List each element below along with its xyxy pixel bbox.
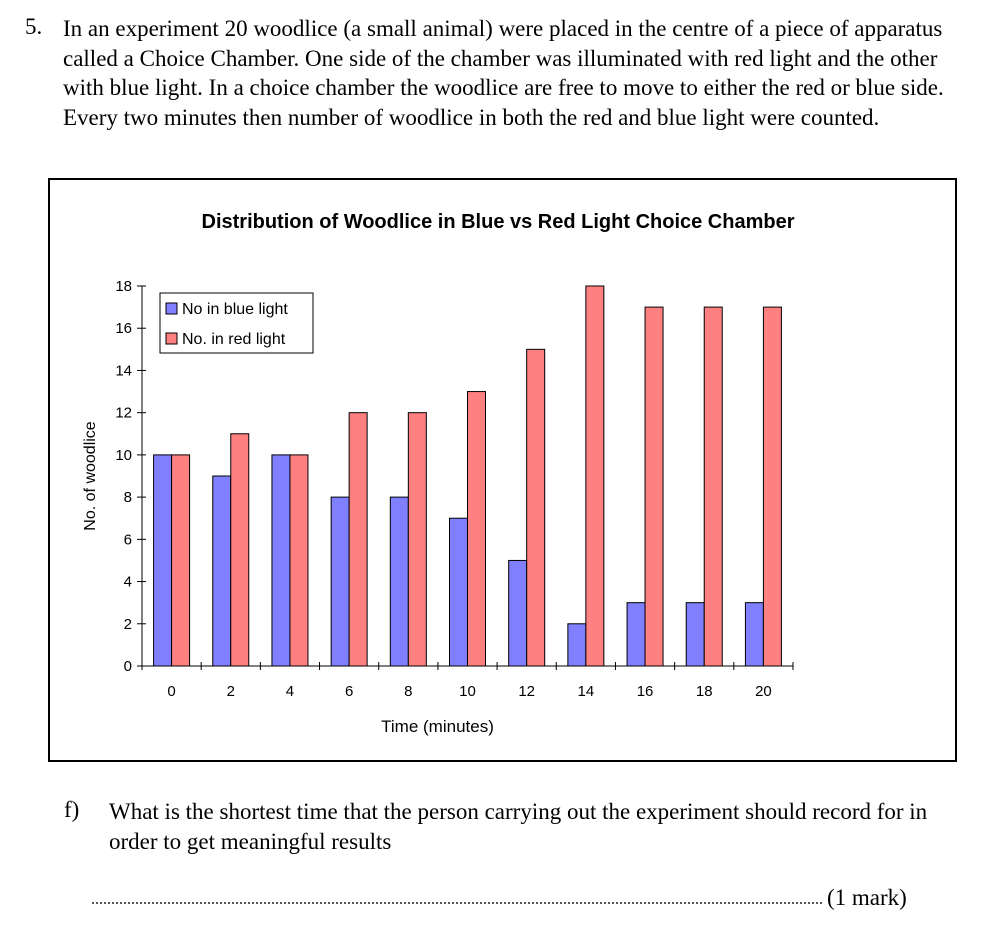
bar-red bbox=[585, 285, 605, 667]
bar-blue bbox=[153, 454, 173, 667]
y-axis-label: No. of woodlice bbox=[82, 421, 99, 530]
x-tick-label: 16 bbox=[637, 683, 654, 700]
bar-red bbox=[762, 306, 782, 667]
answer-line[interactable] bbox=[92, 886, 822, 904]
bar-red bbox=[644, 306, 664, 667]
bar-red bbox=[289, 454, 309, 667]
bar-red bbox=[703, 306, 723, 667]
x-tick-label: 0 bbox=[167, 683, 175, 700]
bar-red bbox=[230, 433, 250, 667]
chart-container: Distribution of Woodlice in Blue vs Red … bbox=[48, 178, 957, 762]
bar-blue bbox=[330, 496, 350, 667]
bar-blue bbox=[449, 517, 468, 667]
subquestion-text: What is the shortest time that the perso… bbox=[109, 799, 928, 854]
bar-red bbox=[526, 348, 546, 667]
legend-box bbox=[159, 292, 314, 354]
x-tick-label: 6 bbox=[345, 683, 353, 700]
bar-chart: Distribution of Woodlice in Blue vs Red … bbox=[82, 211, 795, 736]
y-tick-label: 10 bbox=[115, 447, 132, 464]
legend-label-blue: No in blue light bbox=[182, 301, 288, 318]
y-tick-label: 14 bbox=[115, 362, 132, 379]
y-tick-label: 6 bbox=[124, 531, 132, 548]
bar-blue bbox=[212, 475, 232, 667]
question-text: In an experiment 20 woodlice (a small an… bbox=[63, 16, 944, 130]
x-tick-label: 4 bbox=[286, 683, 294, 700]
question-number: 5. bbox=[25, 14, 43, 39]
bar-blue bbox=[626, 602, 646, 667]
bar-red bbox=[467, 391, 486, 667]
x-tick-label: 10 bbox=[459, 683, 476, 700]
bar-blue bbox=[744, 602, 764, 667]
x-axis-label: Time (minutes) bbox=[381, 717, 494, 736]
x-tick-label: 12 bbox=[518, 683, 535, 700]
x-tick-label: 20 bbox=[755, 683, 772, 700]
x-tick-label: 2 bbox=[227, 683, 235, 700]
y-tick-label: 8 bbox=[124, 489, 132, 506]
y-tick-label: 12 bbox=[115, 405, 132, 422]
bar-red bbox=[348, 412, 368, 667]
y-tick-label: 18 bbox=[115, 278, 132, 295]
legend-swatch-blue bbox=[165, 302, 178, 315]
x-tick-label: 14 bbox=[578, 683, 595, 700]
bar-red bbox=[407, 412, 427, 667]
bar-blue bbox=[508, 559, 528, 667]
bar-blue bbox=[389, 496, 409, 667]
legend-label-red: No. in red light bbox=[182, 331, 286, 348]
y-tick-label: 2 bbox=[124, 616, 132, 633]
bar-red bbox=[171, 454, 191, 667]
chart-title: Distribution of Woodlice in Blue vs Red … bbox=[202, 211, 795, 233]
marks-label: (1 mark) bbox=[827, 885, 907, 910]
legend-swatch-red bbox=[165, 332, 178, 345]
bar-blue bbox=[685, 602, 705, 667]
y-tick-label: 16 bbox=[115, 320, 132, 337]
bar-blue bbox=[567, 623, 587, 667]
x-tick-label: 8 bbox=[404, 683, 412, 700]
bar-blue bbox=[271, 454, 291, 667]
x-tick-label: 18 bbox=[696, 683, 713, 700]
y-tick-label: 4 bbox=[124, 574, 132, 591]
subquestion-label: f) bbox=[64, 797, 80, 822]
y-tick-label: 0 bbox=[124, 658, 132, 675]
